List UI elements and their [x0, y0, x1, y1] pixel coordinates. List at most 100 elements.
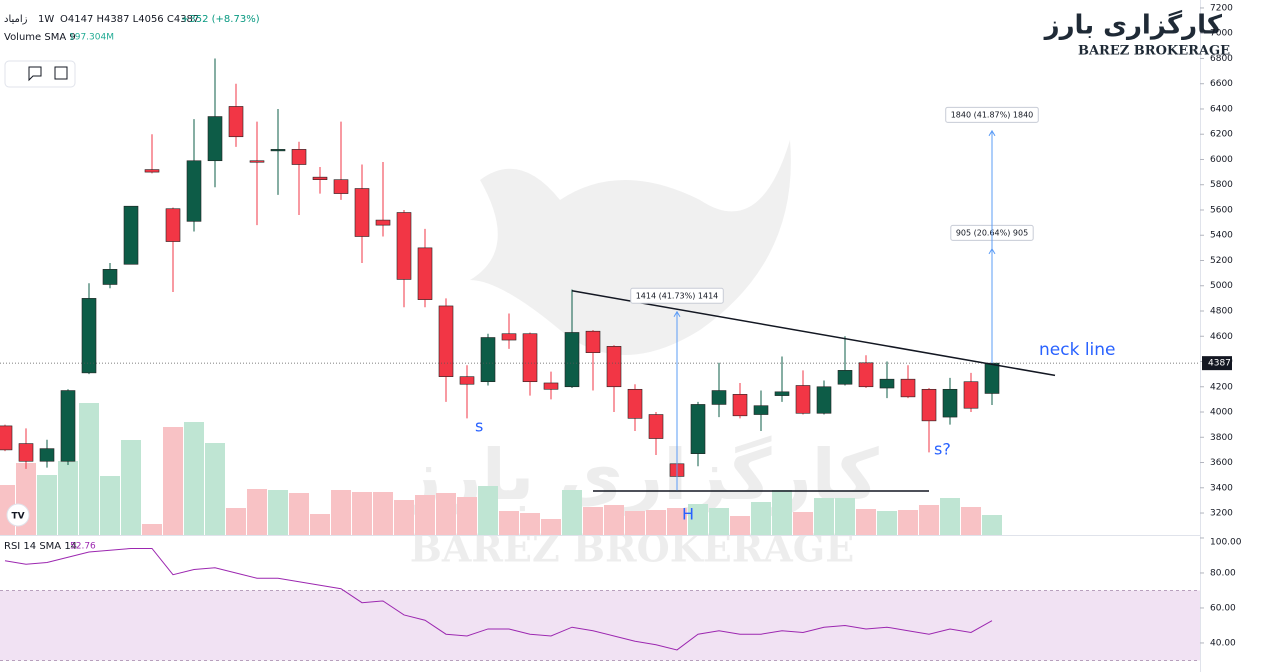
rsi-tick-label: 40.00	[1210, 638, 1236, 648]
rsi-tick-label: 80.00	[1210, 568, 1236, 578]
volume-bar	[394, 500, 414, 535]
volume-bar	[331, 490, 351, 535]
rsi-band	[0, 590, 1200, 661]
volume-bar	[415, 495, 435, 535]
volume-bar	[184, 422, 204, 535]
candle-body	[837, 370, 853, 385]
measure-label-box	[945, 106, 1039, 123]
candle-body	[501, 333, 517, 341]
rect-icon[interactable]	[54, 66, 68, 80]
candle-body	[438, 305, 454, 377]
candle-body	[375, 219, 391, 226]
ohlc: O4147 H4387 L4056 C4387	[60, 14, 199, 25]
volume-bar	[667, 508, 687, 535]
candle-body	[396, 212, 412, 280]
candle-body	[312, 176, 328, 180]
interval: 1W	[38, 14, 54, 25]
candle-body	[522, 333, 538, 383]
volume-bar	[709, 508, 729, 535]
y-tick-label: 3600	[1210, 458, 1233, 468]
y-tick-label: 5000	[1210, 281, 1233, 291]
y-tick-label: 3800	[1210, 433, 1233, 443]
y-tick-label: 7200	[1210, 3, 1233, 13]
candle-body	[165, 208, 181, 242]
svg-text:TV: TV	[11, 512, 24, 522]
candle-body	[0, 425, 13, 451]
volume-bar	[163, 427, 183, 535]
volume-bar	[352, 492, 372, 535]
y-tick-label: 6800	[1210, 54, 1233, 64]
volume-bar	[457, 497, 477, 535]
rsi-line	[4, 547, 993, 651]
volume-bar	[856, 509, 876, 535]
volume-bar	[625, 511, 645, 535]
volume-bar	[772, 490, 792, 535]
candle-body	[921, 388, 937, 422]
candle-body	[711, 390, 727, 405]
volume-bar	[79, 403, 99, 535]
candle-body	[627, 388, 643, 419]
y-tick-label: 5600	[1210, 205, 1233, 215]
candle-body	[333, 179, 349, 194]
pane-divider	[0, 535, 1200, 536]
candle-body	[543, 382, 559, 390]
y-tick-label: 3200	[1210, 509, 1233, 519]
volume-bar	[604, 505, 624, 535]
measure-label: 1840 (41.87%) 1840	[951, 110, 1034, 119]
volume-bar	[478, 486, 498, 535]
measure-arrow	[673, 310, 681, 318]
candle-body	[732, 394, 748, 417]
candle-body	[606, 346, 622, 388]
candle-body	[123, 205, 139, 265]
note-icon[interactable]	[28, 66, 42, 82]
measure-arrow	[988, 129, 996, 137]
candle-body	[102, 269, 118, 285]
y-tick-label: 3400	[1210, 483, 1233, 493]
last-price-label: 4387	[1208, 359, 1231, 369]
margin	[1241, 0, 1280, 672]
candle-body	[249, 160, 265, 163]
rsi-title: RSI 14 SMA 14	[4, 541, 77, 552]
candle-body	[354, 188, 370, 237]
y-tick-label: 4200	[1210, 382, 1233, 392]
annotation: s?	[934, 440, 951, 459]
y-tick-label: 6600	[1210, 79, 1233, 89]
annotation: neck line	[1039, 340, 1116, 360]
candle-body	[18, 443, 34, 462]
candle-body	[858, 362, 874, 388]
rsi-value: 52.76	[70, 542, 96, 552]
volume-bar	[499, 511, 519, 535]
trend-line	[571, 290, 1056, 377]
volume-bar	[919, 505, 939, 535]
candle-body	[942, 388, 958, 418]
candle-body	[900, 378, 916, 398]
symbol: زامیاد	[4, 14, 28, 25]
volume-bar	[268, 490, 288, 535]
y-tick-label: 5200	[1210, 256, 1233, 266]
candle-body	[291, 149, 307, 165]
measure-label-box	[630, 287, 724, 304]
rsi-tick-label: 60.00	[1210, 603, 1236, 613]
logo-english: BAREZ BROKERAGE	[1078, 44, 1230, 59]
candle-body	[564, 332, 580, 388]
volume-bar	[835, 498, 855, 535]
candle-body	[417, 247, 433, 300]
volume-bar	[961, 507, 981, 535]
measure-label: 1414 (41.73%) 1414	[636, 291, 719, 300]
candle-body	[480, 337, 496, 383]
candle-body	[81, 298, 97, 374]
candle-body	[963, 381, 979, 409]
volume-bar	[940, 498, 960, 535]
y-tick-label: 6000	[1210, 155, 1233, 165]
volume-bar	[373, 492, 393, 535]
candle-body	[774, 391, 790, 396]
volume-bar	[205, 443, 225, 535]
volume-bar	[877, 511, 897, 535]
volume-title: Volume SMA 9	[4, 32, 76, 43]
last-price-box	[1202, 356, 1232, 371]
volume-bar	[37, 475, 57, 535]
volume-bar	[541, 519, 561, 535]
volume-bar	[814, 498, 834, 535]
volume-bar	[310, 514, 330, 535]
